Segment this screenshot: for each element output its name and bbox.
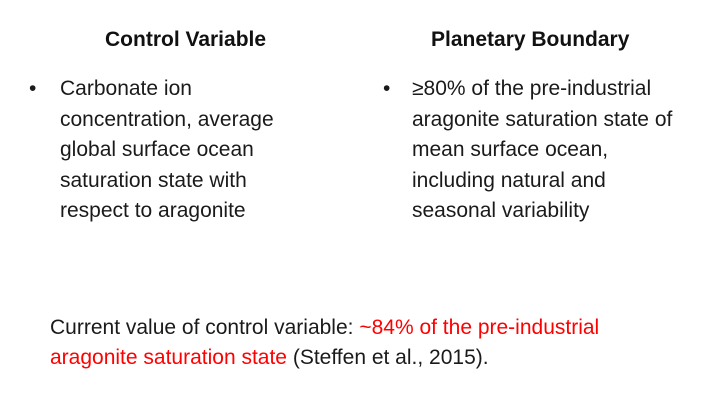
- planetary-boundary-header: Planetary Boundary: [431, 28, 630, 51]
- current-value-prefix: Current value of control variable:: [50, 316, 360, 339]
- bullet-icon: •: [29, 77, 37, 100]
- citation: (Steffen et al., 2015).: [287, 345, 489, 369]
- planetary-boundary-line: seasonal variability: [412, 199, 590, 222]
- current-value-highlight: aragonite saturation state: [50, 345, 287, 369]
- current-value-line-1: Current value of control variable: ~84% …: [50, 313, 599, 343]
- control-variable-line: Carbonate ion: [60, 77, 192, 100]
- control-variable-line: global surface ocean: [60, 138, 254, 161]
- current-value-highlight: ~84% of the pre-industrial: [359, 316, 600, 339]
- planetary-boundary-line: mean surface ocean,: [412, 138, 609, 161]
- control-variable-line: concentration, average: [60, 107, 274, 131]
- current-value-line-2: aragonite saturation state (Steffen et a…: [50, 343, 599, 373]
- planetary-boundary-line: including natural and: [412, 168, 606, 192]
- current-value-statement: Current value of control variable: ~84% …: [50, 313, 599, 372]
- control-variable-line: respect to aragonite: [60, 199, 246, 222]
- control-variable-line: saturation state with: [60, 168, 247, 192]
- planetary-boundary-line: ≥80% of the pre-industrial: [412, 77, 652, 100]
- control-variable-list: • Carbonate ion concentration, average g…: [29, 74, 322, 227]
- control-variable-bullet: • Carbonate ion concentration, average g…: [29, 74, 322, 227]
- planetary-boundary-bullet: • ≥80% of the pre-industrial aragonite s…: [383, 74, 724, 227]
- bullet-icon: •: [383, 77, 391, 100]
- control-variable-header: Control Variable: [105, 28, 267, 51]
- planetary-boundary-line: aragonite saturation state of: [412, 107, 673, 131]
- planetary-boundary-list: • ≥80% of the pre-industrial aragonite s…: [383, 74, 724, 227]
